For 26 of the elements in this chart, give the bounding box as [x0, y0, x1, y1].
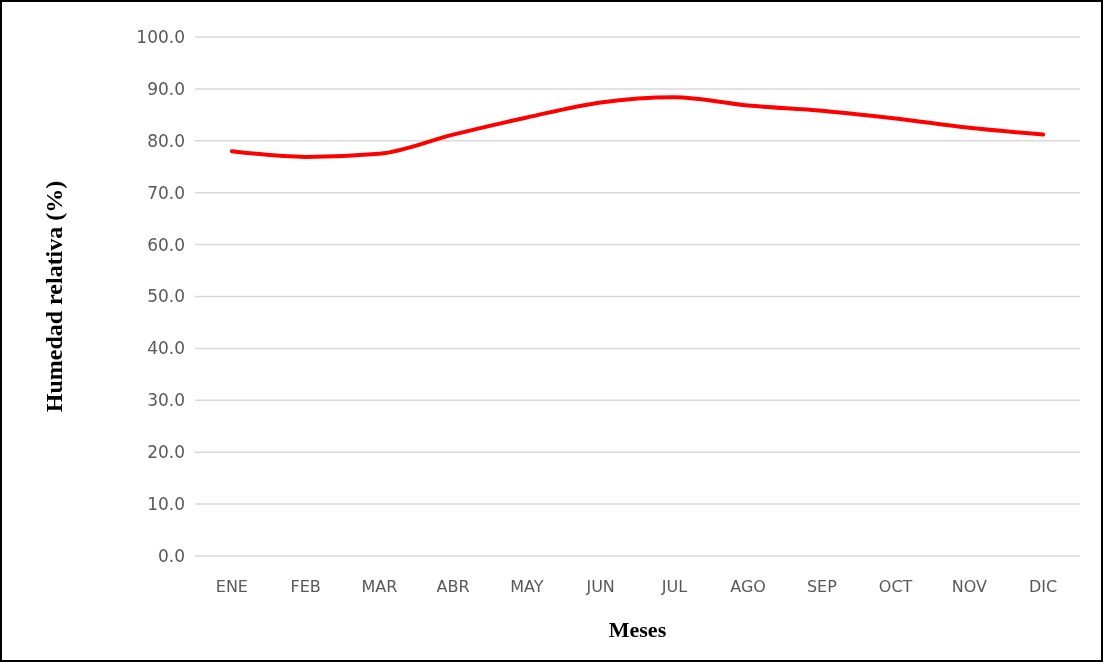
- x-tick-label: OCT: [878, 577, 913, 596]
- x-tick-label: MAR: [361, 577, 398, 596]
- x-tick-label: JUL: [660, 577, 688, 596]
- x-tick-label: NOV: [951, 577, 988, 596]
- y-tick-label: 80.0: [147, 130, 185, 151]
- y-tick-label: 50.0: [147, 286, 185, 307]
- y-tick-label: 90.0: [147, 78, 185, 99]
- y-tick-label: 20.0: [147, 442, 185, 463]
- x-tick-label: MAY: [510, 577, 544, 596]
- y-axis-title: Humedad relativa (%): [41, 180, 67, 413]
- y-tick-label: 40.0: [147, 338, 185, 359]
- x-tick-label: DIC: [1029, 577, 1058, 596]
- y-tick-label: 0.0: [157, 545, 185, 566]
- x-tick-label: ABR: [436, 577, 470, 596]
- y-tick-label: 60.0: [147, 234, 185, 255]
- y-tick-label: 100.0: [136, 26, 185, 47]
- x-tick-label: JUN: [585, 577, 615, 596]
- x-tick-label: ENE: [215, 577, 248, 596]
- x-axis-title: Meses: [608, 617, 667, 642]
- x-tick-label: FEB: [290, 577, 321, 596]
- line-series: [229, 95, 1046, 159]
- x-tick-label: AGO: [730, 577, 766, 596]
- y-tick-label: 30.0: [147, 390, 185, 411]
- y-tick-label: 10.0: [147, 494, 185, 515]
- y-tick-label: 70.0: [147, 182, 185, 203]
- x-tick-label: SEP: [806, 577, 838, 596]
